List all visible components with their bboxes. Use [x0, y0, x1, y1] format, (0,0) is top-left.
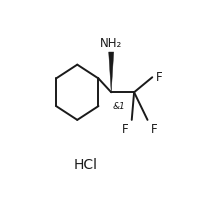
Text: HCl: HCl: [74, 157, 98, 171]
Text: &1: &1: [113, 101, 126, 110]
Text: F: F: [156, 71, 162, 84]
Text: F: F: [151, 122, 158, 135]
Polygon shape: [109, 53, 114, 93]
Text: F: F: [122, 122, 128, 135]
Text: NH₂: NH₂: [100, 37, 122, 50]
